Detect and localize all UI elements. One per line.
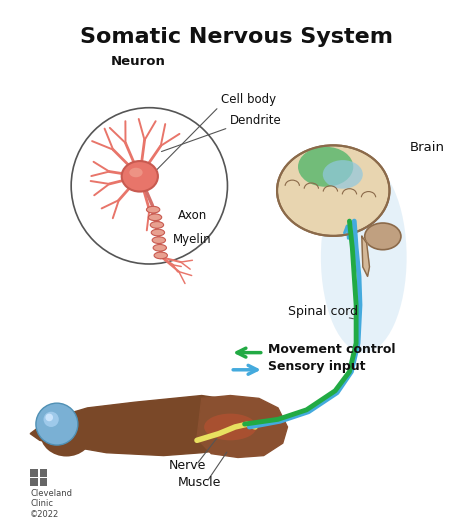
Ellipse shape — [153, 244, 166, 251]
Polygon shape — [362, 237, 369, 277]
Ellipse shape — [204, 413, 256, 440]
Text: Nerve: Nerve — [168, 459, 206, 472]
Ellipse shape — [154, 252, 167, 259]
Bar — [40, 469, 47, 476]
Text: Axon: Axon — [178, 209, 207, 222]
Circle shape — [46, 413, 53, 421]
Ellipse shape — [148, 214, 162, 220]
Ellipse shape — [152, 237, 165, 243]
Text: Dendrite: Dendrite — [230, 114, 282, 127]
Ellipse shape — [298, 147, 353, 187]
Ellipse shape — [129, 168, 143, 177]
Ellipse shape — [323, 160, 363, 189]
Circle shape — [36, 403, 78, 445]
Bar — [30, 469, 38, 476]
Text: Spinal cord: Spinal cord — [288, 305, 357, 318]
Text: Sensory input: Sensory input — [268, 360, 366, 373]
Ellipse shape — [277, 146, 390, 236]
Polygon shape — [197, 396, 288, 458]
Text: Somatic Nervous System: Somatic Nervous System — [81, 27, 393, 47]
Text: Cleveland
Clinic
©2022: Cleveland Clinic ©2022 — [30, 489, 72, 519]
Ellipse shape — [151, 229, 164, 236]
Ellipse shape — [365, 223, 401, 250]
Text: Neuron: Neuron — [111, 55, 166, 68]
Text: Myelin: Myelin — [173, 233, 212, 246]
Circle shape — [44, 412, 59, 427]
Ellipse shape — [146, 206, 160, 213]
Ellipse shape — [150, 222, 164, 228]
Bar — [40, 478, 47, 486]
Text: Cell body: Cell body — [221, 93, 276, 106]
Text: Brain: Brain — [410, 140, 445, 153]
Bar — [30, 478, 38, 486]
Text: Movement control: Movement control — [268, 343, 396, 356]
Text: Muscle: Muscle — [178, 476, 221, 489]
Ellipse shape — [40, 411, 92, 457]
Polygon shape — [30, 396, 249, 456]
Ellipse shape — [321, 162, 407, 353]
Ellipse shape — [122, 161, 158, 191]
